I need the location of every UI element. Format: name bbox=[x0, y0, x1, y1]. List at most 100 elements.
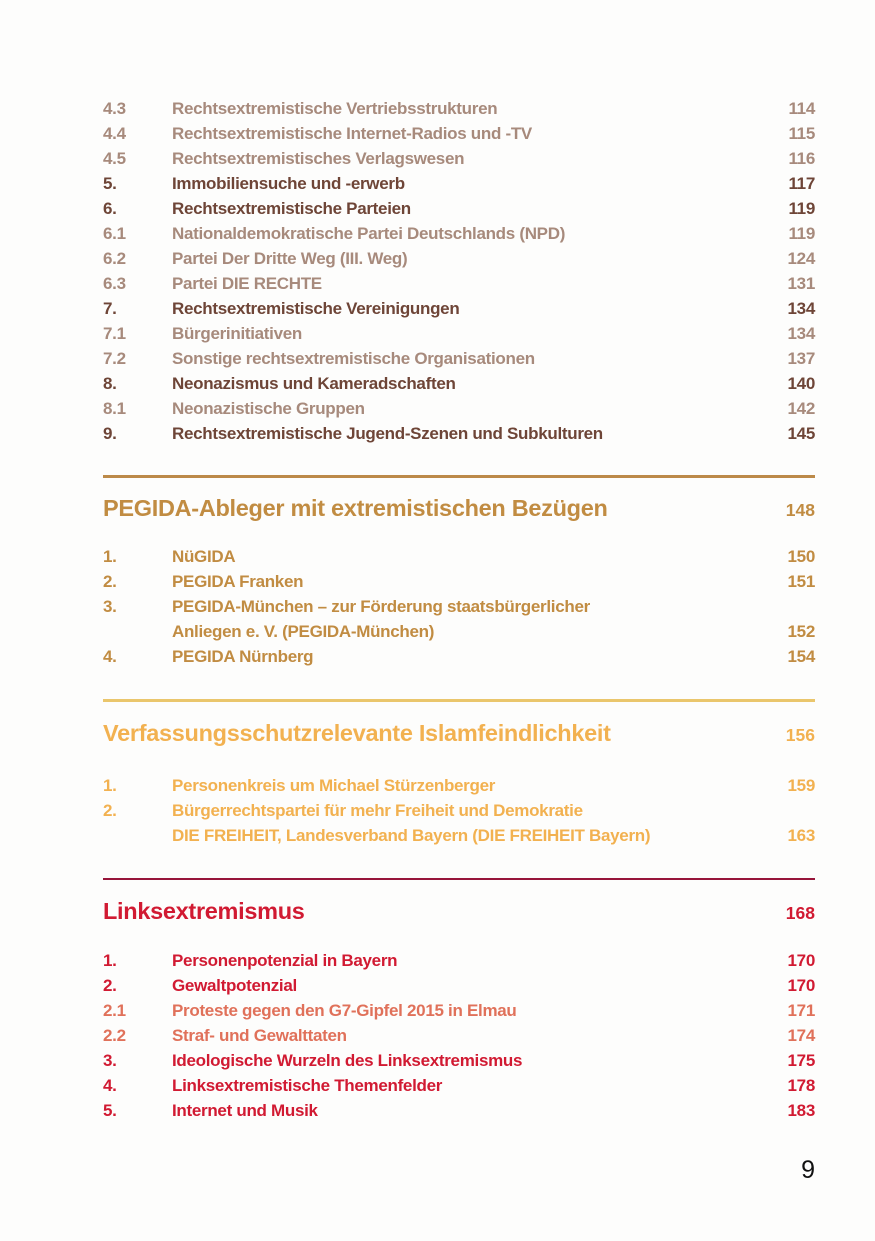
toc-row-page: 140 bbox=[787, 374, 816, 393]
toc-row-title: Ideologische Wurzeln des Linksextremismu… bbox=[172, 1051, 523, 1070]
toc-row-number: 4.4 bbox=[103, 124, 126, 143]
toc-row-number: 7. bbox=[103, 299, 117, 318]
toc-row: Anliegen e. V. (PEGIDA-München) 152 bbox=[103, 622, 815, 647]
toc-row: 6. Rechtsextremistische Parteien 119 bbox=[103, 199, 815, 224]
section-divider bbox=[103, 475, 815, 478]
toc-row: 4. PEGIDA Nürnberg 154 bbox=[103, 647, 815, 672]
toc-row-title: Gewaltpotenzial bbox=[172, 976, 297, 995]
toc-row-title: Immobiliensuche und -erwerb bbox=[172, 174, 405, 193]
toc-row: 4.5 Rechtsextremistisches Verlagswesen 116 bbox=[103, 149, 815, 174]
toc-row-title: PEGIDA-München – zur Förderung staatsbür… bbox=[172, 597, 590, 616]
toc-row: 6.3 Partei DIE RECHTE 131 bbox=[103, 274, 815, 299]
toc-row: 1. Personenpotenzial in Bayern 170 bbox=[103, 951, 815, 976]
toc-row-number: 2.1 bbox=[103, 1001, 126, 1020]
toc-row-title: Rechtsextremistisches Verlagswesen bbox=[172, 149, 465, 168]
section-heading-title: Verfassungsschutzrelevante Islamfeindlic… bbox=[103, 720, 611, 746]
toc-row-page: 183 bbox=[787, 1101, 816, 1120]
section-heading-page-number: 148 bbox=[785, 500, 815, 520]
toc-row: 3. PEGIDA-München – zur Förderung staatsb… bbox=[103, 597, 815, 622]
toc-row-title: PEGIDA Nürnberg bbox=[172, 647, 314, 666]
toc-row-number: 4. bbox=[103, 647, 117, 666]
toc-row-page: 115 bbox=[788, 124, 815, 143]
toc-row-page: 174 bbox=[787, 1026, 816, 1045]
toc-row-title: Bürgerrechtspartei für mehr Freiheit und… bbox=[172, 801, 583, 820]
toc-row-title: Anliegen e. V. (PEGIDA-München) bbox=[172, 622, 435, 641]
page-number: 9 bbox=[801, 1156, 815, 1184]
toc-row-page: 117 bbox=[788, 174, 815, 193]
toc-row-page: 119 bbox=[788, 199, 815, 218]
toc-row: 2. Bürgerrechtspartei für mehr Freiheit u… bbox=[103, 801, 815, 826]
toc-row-title: Bürgerinitiativen bbox=[172, 324, 302, 343]
toc-row-page: 137 bbox=[787, 349, 816, 368]
section-heading-title: PEGIDA-Ableger mit extremistischen Bezüg… bbox=[103, 495, 608, 521]
toc-row-page: 134 bbox=[787, 324, 816, 343]
toc-row: 1. Personenkreis um Michael Stürzenberger… bbox=[103, 776, 815, 801]
section-pegida: PEGIDA-Ableger mit extremistischen Bezüg… bbox=[103, 493, 815, 672]
toc-row-title: Internet und Musik bbox=[172, 1101, 318, 1120]
toc-row: 4. Linksextremistische Themenfelder 178 bbox=[103, 1076, 815, 1101]
toc-row: 2. Gewaltpotenzial 170 bbox=[103, 976, 815, 1001]
toc-row-number: 8. bbox=[103, 374, 117, 393]
toc-row-number: 1. bbox=[103, 776, 117, 795]
section-heading-title: Linksextremismus bbox=[103, 898, 305, 924]
toc-row-title: Straf- und Gewalttaten bbox=[172, 1026, 347, 1045]
toc-row-title: Neonazismus und Kameradschaften bbox=[172, 374, 456, 393]
toc-row-number: 7.2 bbox=[103, 349, 126, 368]
table-of-contents: 4.3 Rechtsextremistische Vertriebsstruktu… bbox=[103, 99, 815, 1126]
toc-row: 2.2 Straf- und Gewalttaten 174 bbox=[103, 1026, 815, 1051]
toc-row-title: NüGIDA bbox=[172, 547, 236, 566]
toc-row-number: 2. bbox=[103, 572, 117, 591]
toc-row-page: 124 bbox=[787, 249, 816, 268]
toc-row-number: 9. bbox=[103, 424, 117, 443]
toc-row-page: 145 bbox=[787, 424, 816, 443]
toc-row-title: Partei DIE RECHTE bbox=[172, 274, 322, 293]
toc-row-page: 119 bbox=[788, 224, 815, 243]
toc-row-page: 116 bbox=[788, 149, 815, 168]
toc-row: 7.1 Bürgerinitiativen 134 bbox=[103, 324, 815, 349]
toc-row: 4.3 Rechtsextremistische Vertriebsstruktu… bbox=[103, 99, 815, 124]
toc-row-page: 134 bbox=[787, 299, 816, 318]
toc-rows: 1. Personenpotenzial in Bayern 170 2. Gewalt… bbox=[103, 951, 815, 1126]
toc-row: 2. PEGIDA Franken 151 bbox=[103, 572, 815, 597]
toc-row-number: 4. bbox=[103, 1076, 117, 1095]
toc-row: 2.1 Proteste gegen den G7-Gipfel 2015 in … bbox=[103, 1001, 815, 1026]
toc-row-page: 171 bbox=[787, 1001, 816, 1020]
toc-row: 8. Neonazismus und Kameradschaften 140 bbox=[103, 374, 815, 399]
toc-row-title: Personenkreis um Michael Stürzenberger bbox=[172, 776, 496, 795]
toc-rows: 4.3 Rechtsextremistische Vertriebsstruktu… bbox=[103, 99, 815, 449]
section-heading: Verfassungsschutzrelevante Islamfeindlic… bbox=[103, 718, 815, 750]
toc-row: 7.2 Sonstige rechtsextremistische Organis… bbox=[103, 349, 815, 374]
toc-row: 9. Rechtsextremistische Jugend-Szenen und… bbox=[103, 424, 815, 449]
section-heading: PEGIDA-Ableger mit extremistischen Bezüg… bbox=[103, 493, 815, 525]
toc-row-number: 8.1 bbox=[103, 399, 126, 418]
toc-row-title: DIE FREIHEIT, Landesverband Bayern (DIE … bbox=[172, 826, 651, 845]
toc-row-number: 5. bbox=[103, 174, 117, 193]
toc-row-title: Neonazistische Gruppen bbox=[172, 399, 365, 418]
toc-row-title: Rechtsextremistische Parteien bbox=[172, 199, 411, 218]
toc-row-title: Sonstige rechtsextremistische Organisati… bbox=[172, 349, 535, 368]
toc-row: 7. Rechtsextremistische Vereinigungen 134 bbox=[103, 299, 815, 324]
toc-row-title: Linksextremistische Themenfelder bbox=[172, 1076, 443, 1095]
section-divider bbox=[103, 699, 815, 702]
toc-row-page: 150 bbox=[787, 547, 816, 566]
toc-row-number: 3. bbox=[103, 1051, 117, 1070]
toc-row: 5. Immobiliensuche und -erwerb 117 bbox=[103, 174, 815, 199]
toc-row: 5. Internet und Musik 183 bbox=[103, 1101, 815, 1126]
toc-row-title: Partei Der Dritte Weg (III. Weg) bbox=[172, 249, 408, 268]
toc-row: 4.4 Rechtsextremistische Internet-Radios … bbox=[103, 124, 815, 149]
toc-row-page: 170 bbox=[787, 951, 816, 970]
section-linksextremismus: Linksextremismus 168 1. Personenpotenzial… bbox=[103, 896, 815, 1126]
toc-row: 1. NüGIDA 150 bbox=[103, 547, 815, 572]
section-heading-page-number: 156 bbox=[785, 725, 815, 745]
toc-row: DIE FREIHEIT, Landesverband Bayern (DIE … bbox=[103, 826, 815, 851]
toc-row-page: 159 bbox=[787, 776, 816, 795]
toc-row-page: 170 bbox=[787, 976, 816, 995]
toc-rows: 1. Personenkreis um Michael Stürzenberger… bbox=[103, 776, 815, 851]
toc-row-page: 114 bbox=[788, 99, 815, 118]
toc-row-number: 2. bbox=[103, 976, 117, 995]
section-divider bbox=[103, 878, 815, 880]
toc-row-number: 6.3 bbox=[103, 274, 126, 293]
toc-row: 6.2 Partei Der Dritte Weg (III. Weg) 124 bbox=[103, 249, 815, 274]
toc-row-page: 151 bbox=[787, 572, 816, 591]
toc-row-title: Rechtsextremistische Vereinigungen bbox=[172, 299, 460, 318]
